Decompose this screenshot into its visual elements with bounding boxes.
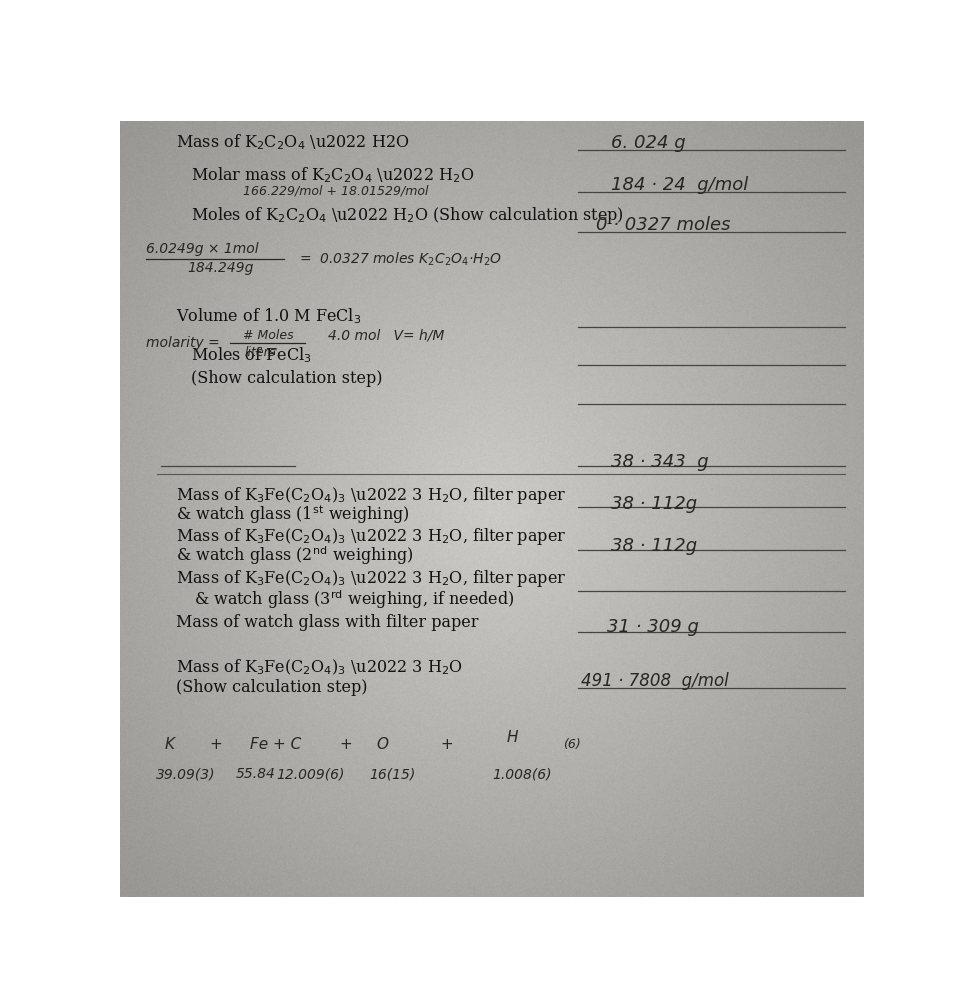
Text: liters: liters [245,346,276,359]
Text: Molar mass of K$_2$C$_2$O$_4$ \u2022 H$_2$O: Molar mass of K$_2$C$_2$O$_4$ \u2022 H$_… [191,165,474,185]
Text: (6): (6) [563,739,581,752]
Text: =  0.0327 moles K$_2$C$_2$O$_4$·H$_2$O: = 0.0327 moles K$_2$C$_2$O$_4$·H$_2$O [299,250,502,268]
Text: & watch glass (1$^\mathrm{st}$ weighing): & watch glass (1$^\mathrm{st}$ weighing) [176,503,409,526]
Text: # Moles: # Moles [243,329,294,342]
Text: 0 · 0327 moles: 0 · 0327 moles [596,216,731,234]
Text: 39.09(3): 39.09(3) [156,767,215,781]
Text: 31 · 309 g: 31 · 309 g [608,618,699,636]
Text: Mass of K$_2$C$_2$O$_4$ \u2022 H2O: Mass of K$_2$C$_2$O$_4$ \u2022 H2O [176,132,409,152]
Text: 6.0249g × 1mol: 6.0249g × 1mol [146,242,258,256]
Text: Mass of K$_3$Fe(C$_2$O$_4$)$_3$ \u2022 3 H$_2$O: Mass of K$_3$Fe(C$_2$O$_4$)$_3$ \u2022 3… [176,657,463,677]
Text: & watch glass (2$^\mathrm{nd}$ weighing): & watch glass (2$^\mathrm{nd}$ weighing) [176,544,414,566]
Text: (Show calculation step): (Show calculation step) [191,370,382,387]
Text: & watch glass (3$^\mathrm{rd}$ weighing, if needed): & watch glass (3$^\mathrm{rd}$ weighing,… [194,589,515,611]
Text: 38 · 343  g: 38 · 343 g [611,454,708,472]
Text: Moles of FeCl$_3$: Moles of FeCl$_3$ [191,346,311,365]
Text: 38 · 112g: 38 · 112g [611,536,697,554]
Text: Mass of K$_3$Fe(C$_2$O$_4$)$_3$ \u2022 3 H$_2$O, filter paper: Mass of K$_3$Fe(C$_2$O$_4$)$_3$ \u2022 3… [176,485,566,506]
Text: K: K [165,738,175,753]
Text: +: + [209,738,222,753]
Text: Mass of watch glass with filter paper: Mass of watch glass with filter paper [176,614,478,631]
Text: Mass of K$_3$Fe(C$_2$O$_4$)$_3$ \u2022 3 H$_2$O, filter paper: Mass of K$_3$Fe(C$_2$O$_4$)$_3$ \u2022 3… [176,569,566,590]
Text: 6. 024 g: 6. 024 g [611,134,685,151]
Text: Mass of K$_3$Fe(C$_2$O$_4$)$_3$ \u2022 3 H$_2$O, filter paper: Mass of K$_3$Fe(C$_2$O$_4$)$_3$ \u2022 3… [176,526,566,546]
Text: Volume of 1.0 M FeCl$_3$: Volume of 1.0 M FeCl$_3$ [176,306,361,327]
Text: molarity =: molarity = [146,336,220,350]
Text: 1.008(6): 1.008(6) [492,767,551,781]
Text: 184 · 24  g/mol: 184 · 24 g/mol [611,175,748,194]
Text: 55.84: 55.84 [235,767,276,781]
Text: 38 · 112g: 38 · 112g [611,495,697,513]
Text: H: H [507,730,518,745]
Text: 12.009(6): 12.009(6) [276,767,345,781]
Text: 4.0 mol   V= h/M: 4.0 mol V= h/M [328,329,444,342]
Text: +: + [440,738,453,753]
Text: Fe + C: Fe + C [251,738,301,753]
Text: 16(15): 16(15) [370,767,416,781]
Text: 166.229/mol + 18.01529/mol: 166.229/mol + 18.01529/mol [243,184,428,198]
Text: 491 · 7808  g/mol: 491 · 7808 g/mol [581,672,729,690]
Text: (Show calculation step): (Show calculation step) [176,679,368,697]
Text: +: + [340,738,352,753]
Text: O: O [376,738,389,753]
Text: Moles of K$_2$C$_2$O$_4$ \u2022 H$_2$O (Show calculation step): Moles of K$_2$C$_2$O$_4$ \u2022 H$_2$O (… [191,206,624,226]
Text: 184.249g: 184.249g [187,261,253,275]
